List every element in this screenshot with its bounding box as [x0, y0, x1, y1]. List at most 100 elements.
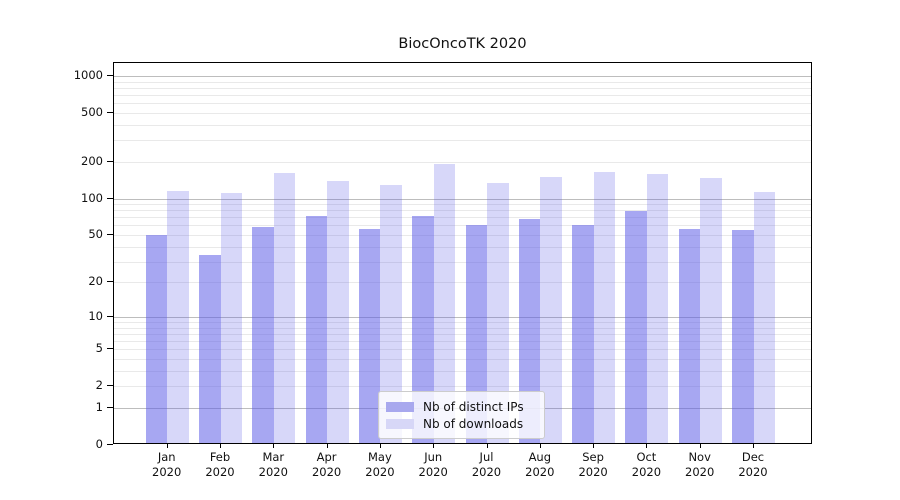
bar-downloads-sep	[593, 171, 616, 443]
y-tick-0	[107, 444, 113, 445]
x-tick-month: May	[368, 450, 392, 464]
x-tick-year: 2020	[311, 465, 342, 479]
bar-distinct-ips-jul	[465, 225, 487, 443]
x-tick-label-oct: Oct 2020	[616, 450, 676, 480]
minor-gridline-8	[114, 327, 811, 329]
bar-distinct-ips-sep	[572, 225, 594, 443]
minor-gridline-30	[114, 261, 811, 263]
x-tick-label-mar: Mar 2020	[243, 450, 303, 480]
minor-gridline-50	[114, 235, 811, 236]
bar-distinct-ips-dec	[732, 229, 754, 443]
x-tick-year: 2020	[152, 465, 182, 479]
legend-label-distinct-ips: Nb of distinct IPs	[423, 399, 524, 414]
x-tick-year: 2020	[578, 465, 608, 479]
bar-downloads-jan	[167, 190, 189, 443]
legend-item-downloads: Nb of downloads	[386, 415, 534, 432]
x-tick-aug	[539, 444, 541, 448]
x-tick-label-aug: Aug 2020	[510, 450, 570, 480]
bar-distinct-ips-aug	[518, 219, 541, 443]
bar-downloads-jun	[433, 163, 456, 443]
x-tick-year: 2020	[258, 465, 288, 479]
bar-downloads-mar	[273, 172, 296, 443]
legend: Nb of distinct IPs Nb of downloads	[378, 391, 545, 439]
minor-gridline-600	[114, 103, 811, 105]
y-tick-label-20: 20	[88, 274, 103, 289]
x-tick-label-feb: Feb 2020	[190, 450, 250, 480]
x-tick-month: Nov	[688, 450, 711, 464]
bar-distinct-ips-jan	[145, 235, 168, 443]
x-tick-label-nov: Nov 2020	[670, 450, 730, 480]
y-tick-500	[107, 111, 113, 113]
x-tick-label-jul: Jul 2020	[457, 450, 517, 480]
bar-distinct-ips-mar	[252, 227, 274, 443]
y-tick-label-200: 200	[81, 153, 103, 168]
bar-distinct-ips-feb	[199, 254, 221, 443]
minor-gridline-20	[114, 282, 811, 284]
y-tick-200	[107, 160, 113, 162]
x-tick-label-may: May 2020	[350, 450, 410, 480]
bar-distinct-ips-jun	[412, 216, 434, 443]
legend-swatch-distinct-ips-icon	[386, 401, 414, 412]
x-tick-year: 2020	[418, 465, 448, 479]
minor-gridline-200	[114, 161, 811, 163]
x-tick-year: 2020	[365, 465, 395, 479]
y-tick-label-50: 50	[88, 227, 103, 241]
major-gridline-1000	[114, 75, 811, 77]
minor-gridline-5	[114, 349, 811, 351]
minor-gridline-2	[114, 386, 811, 388]
x-tick-apr	[326, 444, 328, 448]
x-tick-month: Jan	[157, 450, 176, 464]
y-tick-20	[107, 281, 113, 283]
y-tick-1000	[107, 74, 113, 76]
minor-gridline-80	[114, 210, 811, 212]
bar-downloads-oct	[646, 173, 669, 443]
x-tick-nov	[699, 444, 701, 448]
legend-swatch-downloads-icon	[386, 418, 414, 429]
x-tick-month: Mar	[262, 450, 285, 464]
bar-distinct-ips-apr	[305, 216, 328, 443]
minor-gridline-60	[114, 225, 811, 227]
minor-gridline-6	[114, 341, 811, 343]
bar-downloads-nov	[700, 177, 722, 443]
x-tick-label-jan: Jan 2020	[137, 450, 197, 480]
bar-distinct-ips-may	[358, 228, 381, 443]
x-tick-jul	[486, 444, 488, 448]
x-tick-month: Dec	[741, 450, 765, 464]
major-gridline-10	[114, 316, 811, 318]
x-tick-jun	[433, 444, 435, 448]
y-tick-label-100: 100	[81, 190, 103, 205]
x-tick-sep	[593, 444, 595, 448]
y-tick-label-10: 10	[88, 308, 103, 323]
legend-item-distinct-ips: Nb of distinct IPs	[386, 398, 534, 415]
bar-distinct-ips-oct	[625, 211, 647, 443]
x-tick-label-apr: Apr 2020	[297, 450, 357, 480]
minor-gridline-700	[114, 95, 811, 96]
y-tick-2	[107, 385, 113, 387]
chart-title: BiocOncoTK 2020	[398, 36, 527, 52]
x-tick-month: Feb	[209, 450, 231, 464]
minor-gridline-400	[114, 124, 811, 126]
y-tick-label-5: 5	[95, 341, 103, 356]
y-tick-label-2: 2	[95, 378, 103, 393]
legend-label-downloads: Nb of downloads	[423, 416, 524, 431]
minor-gridline-4	[114, 359, 811, 360]
major-gridline-100	[114, 198, 811, 200]
bar-downloads-jul	[487, 182, 509, 443]
x-tick-month: Sep	[582, 450, 604, 464]
x-tick-label-jun: Jun 2020	[403, 450, 463, 480]
minor-gridline-800	[114, 87, 811, 89]
x-tick-oct	[646, 444, 648, 448]
y-tick-10	[107, 315, 113, 317]
x-tick-year: 2020	[471, 465, 502, 479]
x-tick-month: Jun	[424, 450, 443, 464]
x-tick-label-dec: Dec 2020	[723, 450, 783, 480]
bar-downloads-feb	[220, 193, 242, 443]
minor-gridline-70	[114, 217, 811, 219]
x-tick-year: 2020	[205, 465, 235, 479]
y-tick-1	[107, 407, 113, 408]
minor-gridline-90	[114, 204, 811, 205]
y-tick-label-500: 500	[81, 104, 103, 119]
minor-gridline-9	[114, 322, 811, 323]
y-tick-5	[107, 348, 113, 350]
